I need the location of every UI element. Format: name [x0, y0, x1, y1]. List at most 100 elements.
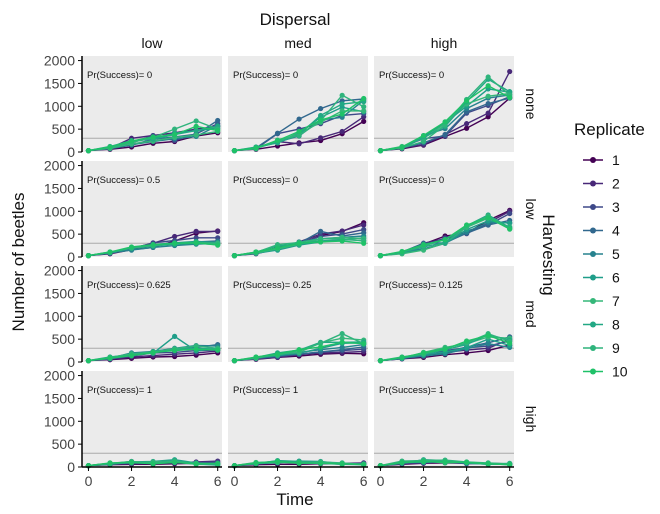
y-tick-label: 1500 — [44, 180, 75, 196]
data-point — [485, 83, 491, 89]
data-point — [507, 95, 513, 101]
data-point — [172, 233, 178, 240]
data-point — [361, 95, 367, 102]
data-point — [85, 253, 92, 259]
legend-label: 3 — [612, 199, 620, 215]
data-point — [172, 347, 178, 354]
panel-background — [374, 371, 514, 467]
data-point — [339, 92, 345, 98]
data-point — [442, 237, 448, 243]
panel-background — [228, 371, 368, 467]
x-tick-label: 2 — [128, 473, 136, 489]
data-point — [420, 458, 427, 465]
data-point — [253, 460, 259, 466]
y-axis-label: Number of beetles — [9, 193, 28, 332]
success-annotation: Pr(Success)= 1 — [87, 385, 152, 396]
x-tick-label: 6 — [214, 473, 222, 489]
success-annotation: Pr(Success)= 0 — [233, 70, 298, 81]
x-tick-label: 6 — [360, 473, 368, 489]
data-point — [274, 130, 281, 136]
data-point — [485, 215, 491, 221]
y-tick-label: 0 — [67, 354, 75, 370]
legend-label: 2 — [612, 176, 620, 192]
x-axis-label: Time — [276, 490, 313, 509]
data-point — [507, 68, 513, 75]
data-point — [296, 116, 302, 122]
data-point — [128, 138, 135, 144]
data-point — [464, 125, 470, 131]
facet-col-label: med — [284, 35, 311, 51]
data-point — [172, 333, 178, 339]
x-tick-label: 2 — [274, 473, 282, 489]
x-tick-label: 0 — [377, 473, 385, 489]
data-point — [193, 228, 199, 234]
facet-row-label: none — [523, 88, 539, 119]
legend: 1 2 3 4 5 6 7 8 9 10 — [583, 152, 628, 380]
y-tick-label: 1000 — [44, 98, 75, 114]
data-point — [318, 105, 324, 112]
data-point — [172, 132, 178, 138]
data-point — [377, 148, 384, 154]
legend-key-point — [590, 298, 596, 304]
data-point — [361, 240, 367, 246]
success-annotation: Pr(Success)= 0 — [233, 175, 298, 186]
data-point — [296, 128, 302, 135]
y-tick-label: 0 — [67, 144, 75, 160]
success-annotation: Pr(Success)= 1 — [233, 385, 298, 396]
data-point — [193, 240, 199, 246]
success-annotation: Pr(Success)= 0.625 — [87, 280, 171, 291]
legend-label: 4 — [612, 223, 620, 239]
data-point — [107, 144, 113, 150]
data-point — [296, 347, 302, 353]
data-point — [485, 332, 491, 339]
data-point — [318, 239, 324, 245]
y-tick-label: 1500 — [44, 390, 75, 406]
data-point — [296, 141, 302, 147]
legend-label: 5 — [612, 246, 620, 262]
facet-col-label: high — [431, 35, 457, 51]
success-annotation: Pr(Success)= 0.25 — [233, 280, 311, 291]
data-point — [420, 350, 427, 356]
x-tick-label: 4 — [463, 473, 471, 489]
panel-background — [228, 266, 368, 362]
data-point — [485, 114, 491, 120]
facet-panels: low med high none low med high Pr(Success)= 0 0 5… — [44, 35, 539, 489]
data-point — [215, 117, 221, 124]
facet-row-label: med — [523, 300, 539, 327]
data-point — [464, 98, 470, 104]
data-point — [318, 340, 324, 346]
data-point — [442, 132, 448, 138]
data-point — [128, 353, 135, 359]
success-annotation: Pr(Success)= 0 — [379, 70, 444, 81]
data-point — [107, 355, 113, 361]
legend-key-point — [590, 227, 596, 234]
data-point — [339, 111, 345, 117]
y-tick-label: 500 — [52, 331, 76, 347]
data-point — [485, 93, 491, 99]
data-point — [215, 460, 221, 466]
legend-label: 9 — [612, 340, 620, 356]
y-tick-label: 1500 — [44, 75, 75, 91]
data-point — [193, 235, 199, 241]
legend-key-point — [590, 368, 596, 375]
data-point — [485, 110, 491, 116]
facet-row-title: Harvesting — [539, 214, 558, 295]
data-point — [193, 123, 199, 129]
data-point — [377, 253, 384, 259]
legend-key-point — [590, 345, 596, 351]
data-point — [296, 132, 302, 139]
data-point — [85, 358, 92, 364]
data-point — [361, 118, 367, 124]
data-point — [507, 210, 513, 217]
legend-label: 10 — [612, 364, 628, 380]
x-tick-label: 2 — [420, 473, 428, 489]
y-tick-label: 1500 — [44, 285, 75, 301]
data-point — [150, 349, 156, 355]
success-annotation: Pr(Success)= 0 — [379, 175, 444, 186]
data-point — [420, 242, 427, 248]
data-point — [442, 459, 448, 465]
data-point — [399, 459, 405, 466]
data-point — [399, 354, 405, 361]
x-tick-label: 4 — [317, 473, 325, 489]
y-tick-label: 2000 — [44, 158, 75, 174]
